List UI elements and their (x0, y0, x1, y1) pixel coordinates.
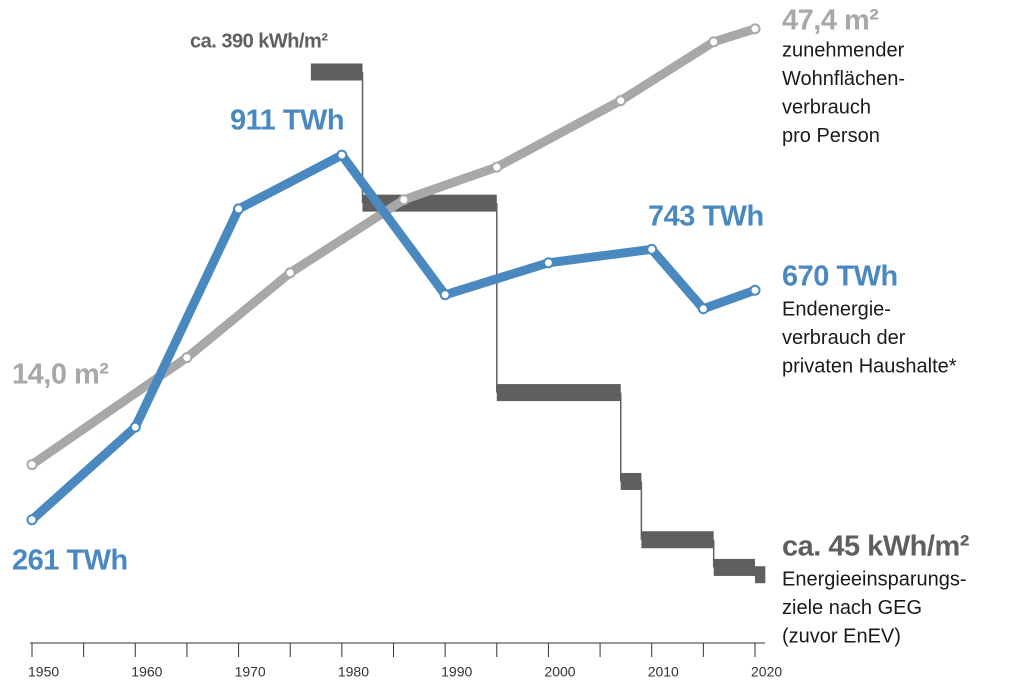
step-bar (713, 558, 755, 576)
point (697, 303, 709, 315)
series-description: ziele nach GEG (782, 597, 922, 619)
value-label: 261 TWh (12, 545, 128, 577)
value-label: 743 TWh (648, 201, 764, 233)
point (398, 194, 410, 206)
series-description: Wohnflächen- (782, 68, 905, 90)
value-label: 14,0 m² (12, 359, 109, 391)
x-tick-label: 1990 (441, 664, 472, 680)
series-description: Energieeinsparungs- (782, 568, 967, 590)
value-label: ca. 45 kWh/m² (782, 531, 970, 563)
point (26, 459, 38, 471)
value-label: 670 TWh (782, 261, 898, 293)
series-description: pro Person (782, 125, 880, 147)
step-bar (620, 472, 642, 490)
x-tick-label: 2010 (648, 664, 679, 680)
series-description: (zuvor EnEV) (782, 625, 901, 647)
step-bar (310, 63, 363, 81)
x-tick-label: 1970 (235, 664, 266, 680)
point (491, 161, 503, 173)
series-description: zunehmender (782, 39, 905, 61)
point (439, 289, 451, 301)
step-bar (496, 384, 621, 402)
point (542, 257, 554, 269)
point (284, 267, 296, 279)
point (615, 95, 627, 107)
step-bar (641, 531, 714, 549)
point (749, 23, 761, 35)
point (129, 421, 141, 433)
x-tick-label: 1960 (131, 664, 162, 680)
point (336, 149, 348, 161)
point (26, 514, 38, 526)
point (646, 243, 658, 255)
series-description: Endenergie- (782, 298, 891, 320)
value-label: 911 TWh (230, 105, 344, 137)
point (233, 203, 245, 215)
series-description: privaten Haushalte* (782, 355, 957, 377)
step-bar (755, 566, 766, 584)
x-tick-label: 2020 (751, 664, 782, 680)
value-label: 47,4 m² (782, 5, 879, 37)
series-description: verbrauch (782, 96, 871, 118)
series-line (27, 24, 760, 470)
point (181, 352, 193, 364)
x-tick-label: 1980 (338, 664, 369, 680)
point (708, 36, 720, 48)
series-description: verbrauch der (782, 327, 906, 349)
x-tick-label: 1950 (28, 664, 59, 680)
point (749, 284, 761, 296)
x-tick-label: 2000 (544, 664, 575, 680)
value-label: ca. 390 kWh/m² (190, 30, 328, 52)
